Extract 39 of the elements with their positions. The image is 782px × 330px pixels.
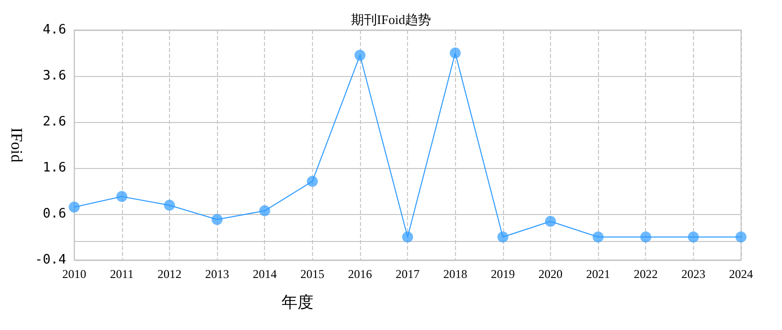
point [402,232,414,242]
point [212,214,223,226]
y-tick-label: 3.6 [42,68,66,84]
x-tick-label: 2017 [396,267,420,281]
x-tick-label: 2011 [110,267,134,281]
x-tick-label: 2018 [443,267,468,281]
y-tick-label: 2.6 [42,114,66,130]
x-tick-label: 2013 [205,267,230,281]
point [545,216,556,227]
point [450,48,461,58]
x-tick-label: 2019 [490,267,515,281]
y-tick-label: 4.6 [42,22,66,38]
x-tick-label: 2014 [252,267,277,281]
x-tick-label: 2021 [586,267,610,281]
x-tick-label: 2016 [348,267,372,281]
point [306,176,318,187]
point [592,232,604,242]
point [736,232,746,242]
point [259,205,270,216]
y-tick-label: 1.6 [42,160,66,176]
point [497,232,508,242]
x-tick-label: 2022 [634,267,658,281]
x-tick-label: 2020 [538,267,562,281]
y-axis-title: IFoid [8,128,24,162]
x-tick-label: 2010 [62,267,86,281]
x-tick-label: 2012 [157,267,182,281]
point [68,202,80,213]
point [164,200,175,211]
chart-title: 期刊IFoid趋势 [350,12,432,27]
point [640,232,652,242]
point [116,191,128,202]
y-tick-label: -0.4 [34,252,66,268]
x-tick-label: 2023 [681,267,706,281]
point [688,232,699,242]
x-tick-label: 2024 [729,267,753,281]
x-tick-label: 2015 [300,267,324,281]
x-axis-title: 年度 [282,294,314,312]
y-tick-label: 0.6 [42,206,66,222]
point [354,50,366,61]
